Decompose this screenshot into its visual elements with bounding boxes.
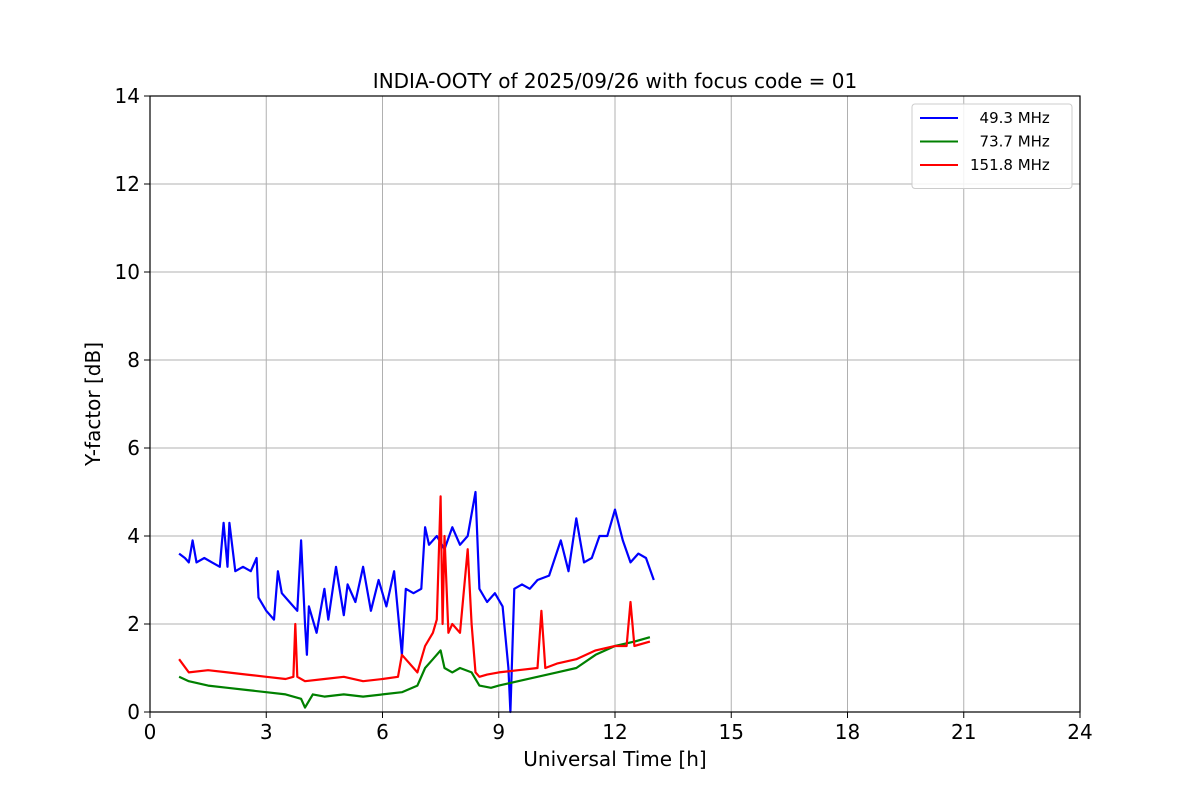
y-tick-label: 10 [115,260,140,284]
x-tick-label: 3 [260,720,273,744]
x-tick-label: 9 [492,720,505,744]
y-tick-label: 0 [127,700,140,724]
legend-label: 49.3 MHz [970,109,1050,127]
x-tick-label: 6 [376,720,389,744]
legend-label: 73.7 MHz [970,133,1050,151]
series-layer [178,490,655,714]
y-tick-label: 14 [115,84,140,108]
y-axis-label: Y-factor [dB] [81,342,105,467]
x-tick-label: 0 [144,720,157,744]
chart-title: INDIA-OOTY of 2025/09/26 with focus code… [373,69,857,93]
y-tick-label: 4 [127,524,140,548]
y-tick-label: 12 [115,172,140,196]
series-line-0 [178,490,655,714]
x-tick-label: 12 [602,720,627,744]
x-axis-label: Universal Time [h] [523,747,706,771]
y-tick-label: 8 [127,348,140,372]
legend: 49.3 MHz 73.7 MHz 151.8 MHz [911,103,1073,189]
y-tick-label: 6 [127,436,140,460]
x-tick-label: 15 [719,720,744,744]
x-tick-label: 21 [951,720,976,744]
legend-box [911,103,1073,189]
x-tick-label: 18 [835,720,860,744]
legend-label: 151.8 MHz [970,156,1050,174]
y-tick-label: 2 [127,612,140,636]
series-line-2 [178,495,651,683]
x-tick-label: 24 [1067,720,1092,744]
series-line-1 [178,636,651,709]
